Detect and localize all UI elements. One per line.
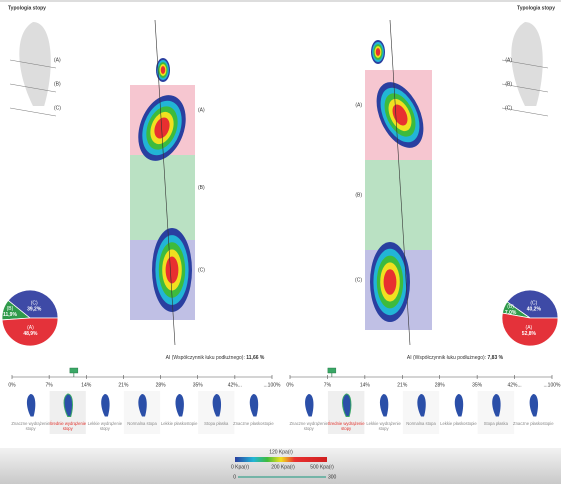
- pressure-blob: [161, 66, 165, 74]
- scale-tick-label: 14%: [360, 382, 371, 388]
- slider-min: 0: [233, 474, 236, 480]
- top-border: [0, 0, 561, 2]
- scale-tick-label: 42%...: [507, 382, 521, 388]
- category-label-line: stopy: [63, 426, 74, 431]
- category-label: Normalna stopa: [127, 421, 157, 426]
- scale-tick-label: 35%: [472, 382, 483, 388]
- zone-label: (C): [355, 277, 362, 283]
- slider-max: 300: [328, 474, 337, 480]
- scale-tick-label: ...100%: [544, 382, 561, 388]
- ai-label: AI (Współczynnik łuku podłużnego):: [407, 355, 486, 361]
- scale-tick-label: 7%: [324, 382, 332, 388]
- category-label: Znaczne płaskostopie: [233, 421, 274, 426]
- ai-marker: [70, 368, 78, 373]
- panel-title: Typologia stopy: [517, 5, 555, 11]
- category-label-line: stopy: [304, 426, 315, 431]
- thumb-line: [10, 108, 56, 116]
- category-label-line: stopy: [26, 426, 37, 431]
- zone-label: (C): [198, 267, 205, 273]
- scale-tick-label: 7%: [46, 382, 54, 388]
- color-bar: [235, 457, 327, 462]
- scale-tick-label: 35%: [193, 382, 204, 388]
- foot-icon: [511, 22, 542, 106]
- ai-value: 7,83 %: [488, 355, 504, 361]
- pressure-blob: [166, 257, 179, 284]
- thumb-label: (A): [505, 57, 512, 63]
- scale-tick-label: 14%: [81, 382, 92, 388]
- pressure-blob: [376, 48, 380, 56]
- zone: [130, 155, 195, 240]
- thumb-label: (B): [54, 81, 61, 87]
- zone-label: (A): [198, 107, 205, 113]
- ai-value: 11,66 %: [246, 355, 265, 361]
- pie-value: 40,2%: [527, 306, 542, 312]
- scale-tick-label: 21%: [118, 382, 129, 388]
- pie-value: 39,2%: [27, 306, 42, 312]
- foot-icon: [19, 22, 50, 106]
- zone-label: (B): [198, 185, 205, 191]
- ai-text: AI (Współczynnik łuku podłużnego): 11,66…: [166, 355, 265, 361]
- thumb-label: (A): [54, 57, 61, 63]
- legend-label: 0 Kpa(r): [231, 464, 249, 470]
- thumb-label: (B): [505, 81, 512, 87]
- thumb-label: (C): [54, 105, 61, 111]
- category-label: Normalna stopa: [406, 421, 436, 426]
- scale-tick-label: ...100%: [264, 382, 282, 388]
- panel-title: Typologia stopy: [8, 5, 46, 11]
- ai-label: AI (Współczynnik łuku podłużnego):: [166, 355, 245, 361]
- category-label-line: stopy: [341, 426, 352, 431]
- pie-value: 48,9%: [23, 331, 38, 337]
- category-label: Stopa płaska: [484, 421, 509, 426]
- panels: Typologia stopy (A) (B) (C) (A) (B) (C) (C) 39,2…: [2, 5, 561, 434]
- pie-value: 52,8%: [522, 331, 537, 337]
- scale-tick-label: 28%: [156, 382, 167, 388]
- category-label: Stopa płaska: [204, 421, 229, 426]
- category-label: Lekkie płaskostopie: [440, 421, 477, 426]
- legend-label: 200 Kpa(r): [271, 464, 295, 470]
- category-label-line: stopy: [379, 426, 390, 431]
- zone-label: (A): [355, 102, 362, 108]
- pie-value: 11,9%: [3, 312, 17, 318]
- zone: [365, 160, 432, 250]
- scale-tick-label: 21%: [397, 382, 408, 388]
- category-label: Lekkie płaskostopie: [161, 421, 198, 426]
- zone-label: (B): [355, 192, 362, 198]
- pressure-blob: [384, 269, 397, 295]
- scale-tick-label: 28%: [435, 382, 446, 388]
- legend-label: 500 Kpa(r): [310, 464, 334, 470]
- scale-tick-label: 0%: [8, 382, 16, 388]
- ai-marker: [328, 368, 336, 373]
- category-label: Znaczne płaskostopie: [513, 421, 554, 426]
- category-label-line: stopy: [100, 426, 111, 431]
- thumb-label: (C): [505, 105, 512, 111]
- screen: Typologia stopy (A) (B) (C) (A) (B) (C) (C) 39,2…: [0, 0, 561, 484]
- legend-title: 120 Kpa(r): [269, 449, 293, 455]
- scale-tick-label: 0%: [286, 382, 294, 388]
- ai-text: AI (Współczynnik łuku podłużnego): 7,83 …: [407, 355, 504, 361]
- scale-tick-label: 42%...: [228, 382, 242, 388]
